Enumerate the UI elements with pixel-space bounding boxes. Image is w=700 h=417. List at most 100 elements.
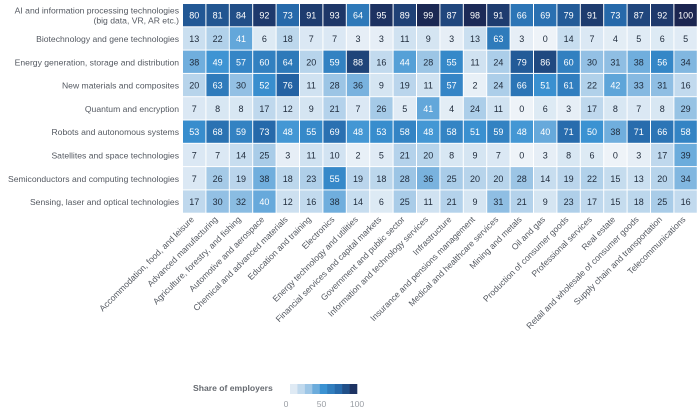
cell-value-label: 28 xyxy=(517,174,527,184)
heatmap-cell xyxy=(183,190,206,213)
legend-color-step xyxy=(297,384,306,394)
cell-value-label: 60 xyxy=(564,57,574,67)
cell-value-label: 68 xyxy=(213,127,223,137)
heatmap-cell xyxy=(534,50,557,73)
heatmap-cell xyxy=(627,27,650,50)
heatmap-cell xyxy=(276,143,299,167)
heatmap-cell xyxy=(674,167,697,190)
cell-value-label: 92 xyxy=(259,11,269,21)
cell-value-label: 14 xyxy=(540,174,550,184)
heatmap-cell xyxy=(370,190,393,213)
heatmap-cell xyxy=(253,120,276,143)
cell-value-label: 19 xyxy=(353,174,363,184)
cell-value-label: 11 xyxy=(494,104,503,114)
heatmap-cell xyxy=(206,50,229,73)
cell-value-label: 98 xyxy=(470,11,480,21)
cell-value-label: 25 xyxy=(259,150,269,160)
cell-value-label: 88 xyxy=(353,57,363,67)
cell-value-label: 7 xyxy=(192,174,197,184)
heatmap-cell xyxy=(346,143,370,167)
cell-value-label: 0 xyxy=(519,150,524,160)
heatmap-cell xyxy=(627,4,650,27)
heatmap-cell xyxy=(229,73,253,97)
cell-value-label: 4 xyxy=(613,34,618,44)
heatmap-cell xyxy=(346,73,370,97)
heatmap-cell xyxy=(604,97,627,120)
cell-value-label: 0 xyxy=(613,150,618,160)
cell-value-label: 25 xyxy=(657,197,667,207)
heatmap-cell xyxy=(417,120,440,143)
cell-value-label: 21 xyxy=(517,197,527,207)
cell-value-label: 48 xyxy=(423,127,433,137)
cell-value-label: 6 xyxy=(660,34,665,44)
cell-value-label: 40 xyxy=(540,127,550,137)
cell-value-label: 5 xyxy=(636,34,641,44)
cell-value-label: 49 xyxy=(213,57,223,67)
cell-value-label: 17 xyxy=(259,104,269,114)
cell-value-label: 22 xyxy=(587,174,597,184)
cell-value-label: 14 xyxy=(564,34,574,44)
cell-value-label: 8 xyxy=(613,104,618,114)
cell-value-label: 7 xyxy=(636,104,641,114)
cell-value-label: 61 xyxy=(564,81,574,91)
heatmap-cell xyxy=(534,190,557,213)
heatmap-cell xyxy=(651,143,674,167)
cell-value-label: 7 xyxy=(589,34,594,44)
cell-value-label: 16 xyxy=(306,197,316,207)
cell-value-label: 59 xyxy=(493,127,503,137)
cell-value-label: 55 xyxy=(447,57,457,67)
cell-value-label: 30 xyxy=(236,81,246,91)
cell-value-label: 2 xyxy=(355,150,360,160)
cell-value-label: 71 xyxy=(634,127,644,137)
cell-value-label: 26 xyxy=(376,104,386,114)
cell-value-label: 71 xyxy=(564,127,574,137)
heatmap-cell xyxy=(229,4,253,27)
heatmap-cell xyxy=(627,120,650,143)
heatmap-cell xyxy=(300,27,323,50)
cell-value-label: 17 xyxy=(587,197,597,207)
cell-value-label: 33 xyxy=(634,81,644,91)
heatmap-cell xyxy=(253,73,276,97)
heatmap-cell xyxy=(463,73,487,97)
heatmap-cell xyxy=(534,27,557,50)
heatmap-cell xyxy=(651,73,674,97)
cell-value-label: 31 xyxy=(610,57,620,67)
cell-value-label: 24 xyxy=(493,57,503,67)
legend-tick-label: 100 xyxy=(350,399,365,409)
heatmap-cell xyxy=(580,73,604,97)
heatmap-cell xyxy=(674,50,697,73)
heatmap-cell xyxy=(651,27,674,50)
heatmap-cell xyxy=(417,4,440,27)
cell-value-label: 11 xyxy=(307,81,316,91)
row-label: (big data, VR, AR etc.) xyxy=(94,16,180,26)
heatmap-cell xyxy=(183,143,206,167)
heatmap-cell xyxy=(510,143,533,167)
heatmap-cell xyxy=(253,143,276,167)
cell-value-label: 58 xyxy=(681,127,691,137)
cell-value-label: 13 xyxy=(470,34,480,44)
heatmap-cell xyxy=(346,120,370,143)
cell-value-label: 17 xyxy=(189,197,199,207)
cell-value-label: 91 xyxy=(306,11,316,21)
heatmap-cell xyxy=(627,167,650,190)
cell-value-label: 32 xyxy=(236,197,246,207)
heatmap-cell xyxy=(487,97,510,120)
heatmap-cell xyxy=(323,97,346,120)
heatmap-cell xyxy=(417,50,440,73)
heatmap-cell xyxy=(346,4,370,27)
heatmap-cell xyxy=(557,27,580,50)
heatmap-cell xyxy=(206,97,229,120)
heatmap-cell xyxy=(604,167,627,190)
cell-value-label: 9 xyxy=(379,81,384,91)
cell-value-label: 7 xyxy=(309,34,314,44)
cell-value-label: 30 xyxy=(587,57,597,67)
cell-value-label: 41 xyxy=(423,104,433,114)
legend-color-step xyxy=(290,384,298,394)
heatmap-cell xyxy=(534,167,557,190)
heatmap-cell xyxy=(651,4,674,27)
cell-value-label: 22 xyxy=(213,34,223,44)
cell-value-label: 48 xyxy=(517,127,527,137)
heatmap-cell xyxy=(183,4,206,27)
heatmap-cell xyxy=(370,73,393,97)
